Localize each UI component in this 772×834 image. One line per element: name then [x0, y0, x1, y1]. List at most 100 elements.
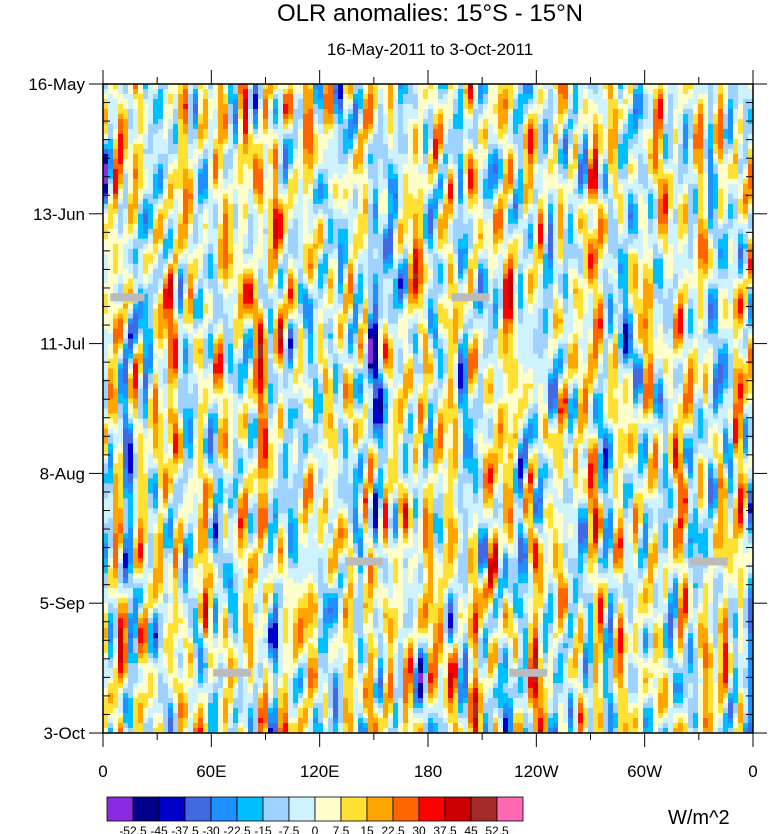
field-cell [348, 193, 354, 200]
field-cell [128, 128, 134, 135]
field-cell [498, 213, 504, 220]
field-cell [263, 263, 269, 270]
field-cell [648, 208, 654, 215]
field-cell [523, 258, 529, 265]
field-cell [673, 178, 679, 185]
field-cell [443, 208, 449, 215]
field-cell [578, 113, 584, 120]
field-cell [478, 84, 484, 90]
field-cell [318, 103, 324, 110]
field-cell [458, 98, 464, 105]
field-cell [733, 168, 739, 175]
field-cell [308, 188, 314, 195]
field-cell [458, 223, 464, 230]
field-cell [278, 213, 284, 220]
field-cell [563, 198, 569, 205]
field-cell [113, 218, 119, 225]
field-cell [578, 103, 584, 110]
field-cell [283, 113, 289, 120]
field-cell [118, 128, 124, 135]
field-cell [688, 118, 694, 125]
field-cell [733, 258, 739, 265]
field-cell [293, 148, 299, 155]
field-cell [433, 158, 439, 165]
field-cell [243, 103, 249, 110]
field-cell [148, 113, 154, 120]
field-cell [743, 203, 749, 210]
field-cell [348, 228, 354, 235]
field-cell [268, 153, 274, 160]
field-cell [323, 123, 329, 130]
field-cell [598, 88, 604, 95]
field-cell [178, 273, 184, 280]
field-cell [503, 208, 509, 215]
field-cell [118, 133, 124, 140]
field-cell [263, 223, 269, 230]
field-cell [748, 203, 754, 210]
field-cell [748, 113, 754, 120]
field-cell [573, 263, 579, 270]
field-cell [318, 208, 324, 215]
field-cell [293, 163, 299, 170]
field-cell [138, 88, 144, 95]
field-cell [118, 228, 124, 235]
field-cell [193, 123, 199, 130]
field-cell [463, 263, 469, 270]
field-cell [368, 188, 374, 195]
field-cell [483, 118, 489, 125]
field-cell [663, 88, 669, 95]
field-cell [213, 258, 219, 265]
field-cell [708, 113, 714, 120]
field-cell [503, 158, 509, 165]
field-cell [298, 88, 304, 95]
field-cell [588, 223, 594, 230]
field-cell [578, 228, 584, 235]
field-cell [638, 123, 644, 130]
field-cell [128, 248, 134, 255]
field-cell [348, 178, 354, 185]
field-cell [433, 153, 439, 160]
field-cell [718, 223, 724, 230]
field-cell [448, 178, 454, 185]
field-cell [523, 183, 529, 190]
field-cell [528, 138, 534, 145]
field-cell [413, 228, 419, 235]
field-cell [193, 84, 199, 90]
field-cell [643, 168, 649, 175]
field-cell [308, 113, 314, 120]
field-cell [473, 183, 479, 190]
field-cell [613, 88, 619, 95]
field-cell [138, 198, 144, 205]
field-cell [513, 258, 519, 265]
field-cell [703, 148, 709, 155]
field-cell [638, 268, 644, 275]
field-cell [293, 173, 299, 180]
field-cell [433, 168, 439, 175]
field-cell [428, 108, 434, 115]
field-cell [438, 98, 444, 105]
field-cell [333, 173, 339, 180]
field-cell [208, 88, 214, 95]
field-cell [658, 218, 664, 225]
field-cell [553, 198, 559, 205]
field-cell [573, 203, 579, 210]
field-cell [138, 128, 144, 135]
field-cell [413, 133, 419, 140]
field-cell [388, 123, 394, 130]
field-cell [548, 103, 554, 110]
field-cell [743, 113, 749, 120]
field-cell [498, 93, 504, 100]
field-cell [133, 93, 139, 100]
field-cell [198, 103, 204, 110]
field-cell [293, 218, 299, 225]
field-cell [273, 113, 279, 120]
field-cell [503, 233, 509, 240]
field-cell [148, 123, 154, 130]
field-cell [203, 158, 209, 165]
field-cell [398, 268, 404, 275]
field-cell [333, 258, 339, 265]
field-cell [403, 253, 409, 260]
field-cell [248, 168, 254, 175]
field-cell [553, 238, 559, 245]
field-cell [483, 203, 489, 210]
